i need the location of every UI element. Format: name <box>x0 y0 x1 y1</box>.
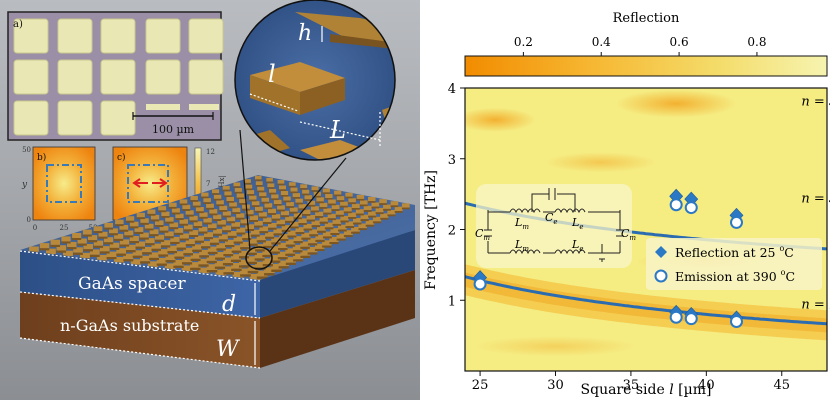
inset-b-ytick: 0 <box>27 216 31 224</box>
emission-point <box>730 314 743 328</box>
emission-point <box>669 310 683 324</box>
x-tick-label: 30 <box>547 378 564 393</box>
legend: Reflection at 25 oC Emission at 390 oC <box>646 238 822 290</box>
reflection-point <box>729 207 744 223</box>
colorbar-tick-label: 0.2 <box>514 35 533 49</box>
sample-block: GaAs spacer n-GaAs substrate d W <box>19 175 415 369</box>
micrograph-label: a) <box>13 19 23 30</box>
device-illustration: a) 100 µm b) y 50 0 0 25 50 c) 0 25 50 x… <box>0 0 420 400</box>
reflection-point <box>684 306 699 322</box>
reflection-point <box>669 188 684 204</box>
emission-point <box>473 277 487 291</box>
inset-cbar-label: |Hx| <box>218 175 226 190</box>
field-inset-b: b) y 50 0 0 25 50 <box>21 146 97 232</box>
circuit-Lm-top: Lm <box>514 216 529 231</box>
reflection-point <box>669 304 684 320</box>
circuit-Cm-right: Cm <box>621 227 636 242</box>
circuit-Le-top: Le <box>571 216 583 231</box>
inset-b-ylabel: y <box>21 180 28 190</box>
inset-b-xtick: 25 <box>60 224 69 232</box>
inset-c-label: c) <box>117 152 126 163</box>
fit-curve <box>465 275 827 326</box>
scalebar-label: 100 µm <box>152 123 195 136</box>
inset-cbar-tick: 12 <box>206 148 215 156</box>
substrate-front <box>20 292 260 368</box>
x-tick-label: 45 <box>773 378 790 393</box>
plot-frame <box>464 87 828 372</box>
spacer-thickness-d: d <box>222 292 236 317</box>
zoom-label-h: h <box>298 21 312 46</box>
reflection-colorbar: Reflection 0.2 0.4 0.6 0.8 <box>464 11 828 77</box>
circuit-inset: Cm Cm Lm Ce Le Lm Le <box>475 184 636 268</box>
reflection-point <box>729 310 744 326</box>
inset-b-ytick: 50 <box>22 146 31 154</box>
fit-curve <box>465 201 827 251</box>
inset-b-xtick: 0 <box>33 224 37 232</box>
circuit-Le-bottom: Le <box>571 238 583 253</box>
circuit-Ce: Ce <box>545 211 558 226</box>
y-tick-label: 2 <box>448 224 456 239</box>
colorbar-tick-label: 0.8 <box>747 35 766 49</box>
zoom-label-L: L <box>329 116 346 144</box>
mode-label: n = 3 <box>801 192 830 207</box>
spacer-label: GaAs spacer <box>78 274 186 294</box>
circuit-Lm-bottom: Lm <box>514 238 529 253</box>
inset-cbar-tick: 7 <box>206 180 210 188</box>
x-axis-label: Square side l [µm] <box>581 382 712 398</box>
colorbar-tick-label: 0.4 <box>592 35 611 49</box>
emission-point <box>684 312 698 326</box>
emission-point <box>684 201 698 215</box>
colorbar-tick-label: 0.6 <box>670 35 689 49</box>
circuit-Cm-left: Cm <box>475 227 490 242</box>
reflection-point <box>473 270 487 286</box>
resonator-array <box>29 175 410 283</box>
emission-point <box>730 215 743 229</box>
legend-circle-icon <box>654 269 668 283</box>
micrograph-panel: a) 100 µm <box>7 11 224 141</box>
x-tick-label: 40 <box>698 378 715 393</box>
y-axis-label: Frequency [THz] <box>423 170 439 290</box>
zoom-marker <box>245 246 273 270</box>
y-tick-label: 1 <box>448 294 456 309</box>
legend-item-emission: Emission at 390 oC <box>675 268 795 284</box>
mode-label: n = 1 <box>801 298 830 313</box>
x-tick-label: 25 <box>472 378 489 393</box>
plot-background <box>465 88 827 371</box>
substrate-label: n-GaAs substrate <box>60 316 199 335</box>
zoom-label-l: l <box>268 60 276 88</box>
mode-label: n = 5 <box>801 95 830 110</box>
reflection-point <box>684 191 699 207</box>
emission-point <box>669 198 683 212</box>
colorbar-title: Reflection <box>613 11 680 26</box>
legend-item-reflection: Reflection at 25 oC <box>675 244 794 260</box>
y-tick-label: 3 <box>448 153 456 168</box>
x-tick-label: 35 <box>623 378 640 393</box>
y-tick-label: 4 <box>448 82 456 97</box>
spacer-front <box>20 250 260 318</box>
inset-b-label: b) <box>37 152 46 163</box>
substrate-thickness-W: W <box>216 337 241 362</box>
legend-diamond-icon <box>655 246 667 258</box>
